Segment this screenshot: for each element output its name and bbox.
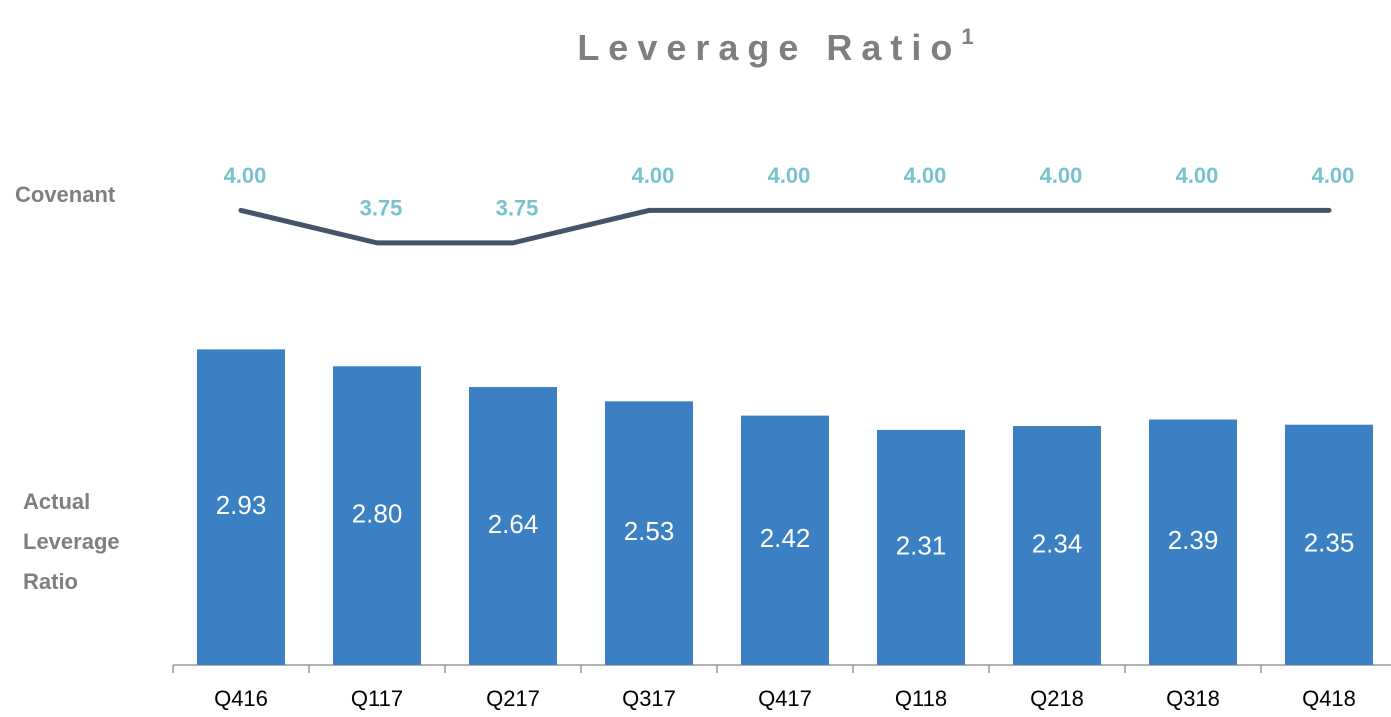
bar [1285,424,1373,665]
line [238,207,1332,246]
bar-value-label: 2.35 [1304,528,1355,558]
line-value-label: 3.75 [360,196,403,221]
line-value-label: 4.00 [224,163,267,188]
line-value-label: 3.75 [496,196,539,221]
x-tick-label: Q217 [486,686,540,711]
bar [1013,426,1101,665]
bar [605,401,693,665]
bar [1149,419,1237,665]
bar-value-label: 2.42 [760,523,811,553]
line-value-label: 4.00 [1040,163,1083,188]
line-value-label: 4.00 [768,163,811,188]
row-label: Covenant [15,182,116,207]
x-tick-label: Q118 [895,686,947,711]
x-tick-label: Q117 [351,686,403,711]
row-label: Ratio [23,569,78,594]
bar-value-label: 2.80 [352,499,403,529]
line-value-label: 4.00 [1312,163,1355,188]
bar-value-label: 2.53 [624,516,675,546]
title-text: Leverage Ratio [577,27,961,68]
x-tick-label: Q318 [1166,686,1220,711]
bar-value-label: 2.64 [488,509,539,539]
line-value-label: 4.00 [1176,163,1219,188]
chart-title: Leverage Ratio1 [577,24,982,68]
row-label: Actual [23,489,90,514]
bar-value-label: 2.31 [896,530,947,560]
bar-value-label: 2.39 [1168,525,1219,555]
line-value-label: 4.00 [904,163,947,188]
bar [469,387,557,665]
x-tick-label: Q218 [1030,686,1084,711]
x-tick-label: Q418 [1302,686,1356,711]
bar [877,429,965,665]
bar [333,366,421,665]
bar-value-label: 2.34 [1032,528,1083,558]
x-tick-label: Q416 [214,686,268,711]
bar [741,415,829,665]
row-label: Leverage [23,529,120,554]
title-footnote: 1 [961,24,982,49]
bar [197,349,285,665]
x-tick-label: Q417 [758,686,812,711]
bar-value-label: 2.93 [216,490,267,520]
x-tick-label: Q317 [622,686,676,711]
line-value-label: 4.00 [632,163,675,188]
